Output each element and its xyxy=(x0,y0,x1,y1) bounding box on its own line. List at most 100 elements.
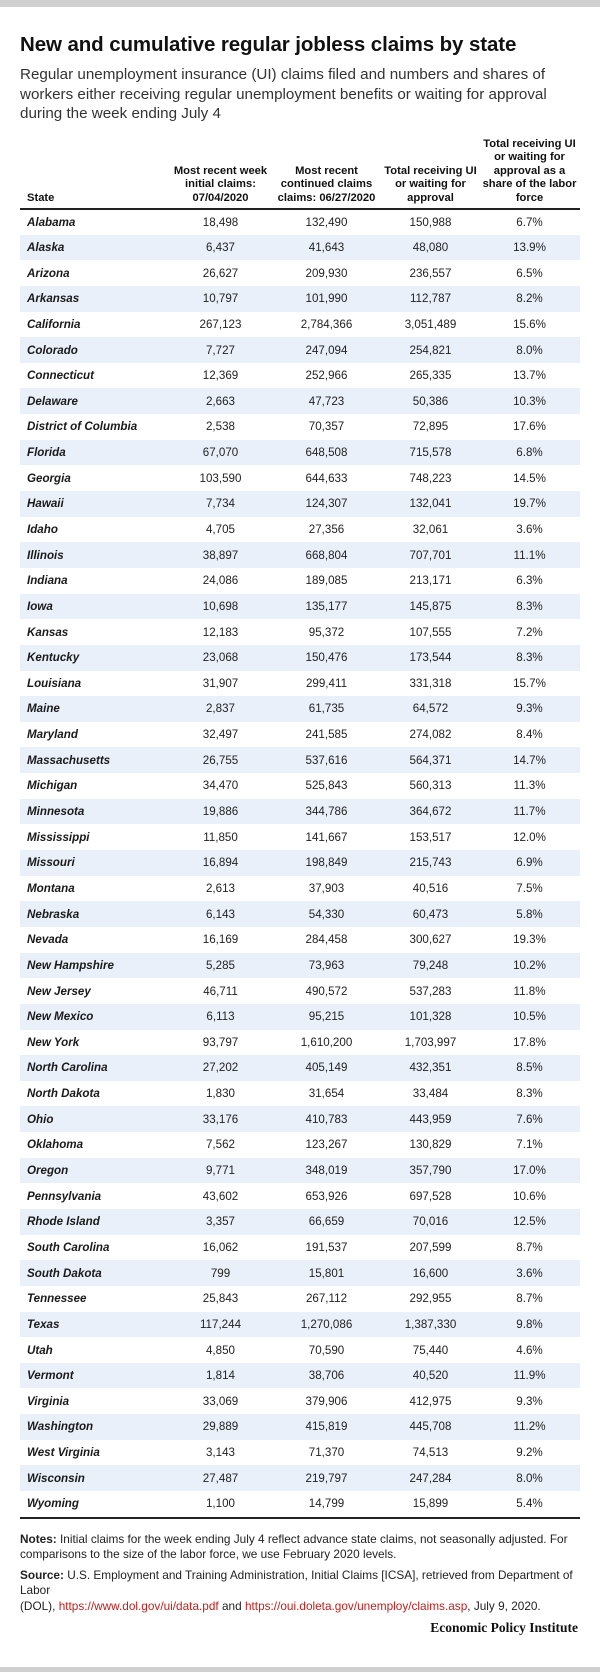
value-cell: 415,819 xyxy=(305,1420,348,1434)
value-cell: 33,484 xyxy=(412,1087,449,1101)
state-name-cell: Oregon xyxy=(27,1164,69,1178)
value-cell: 4,850 xyxy=(205,1343,235,1357)
value-cell: 101,328 xyxy=(409,1010,452,1024)
state-name-cell: Arizona xyxy=(27,266,70,280)
value-cell: 38,897 xyxy=(202,548,239,562)
value-cell: 1,814 xyxy=(205,1369,235,1383)
value-cell: 19,886 xyxy=(202,805,239,819)
table-row: Michigan 34,470 525,843 560,313 11.3% xyxy=(20,773,580,799)
value-cell: 95,372 xyxy=(308,625,345,639)
value-cell: 12.0% xyxy=(513,830,546,844)
table-row: District of Columbia 2,538 70,357 72,895 17.… xyxy=(20,414,580,440)
column-header: Total receiving UI or waiting for approv… xyxy=(482,137,577,204)
value-cell: 40,520 xyxy=(412,1369,449,1383)
value-cell: 379,906 xyxy=(305,1394,348,1408)
value-cell: 4,705 xyxy=(205,523,235,536)
value-cell: 32,061 xyxy=(412,523,449,536)
value-cell: 27,202 xyxy=(202,1061,239,1075)
table-row: Wyoming 1,100 14,799 15,899 5.4% xyxy=(20,1491,580,1517)
value-cell: 8.5% xyxy=(516,1061,543,1075)
value-cell: 1,830 xyxy=(205,1087,235,1101)
table-row: Arizona 26,627 209,930 236,557 6.5% xyxy=(20,260,580,286)
value-cell: 34,470 xyxy=(202,779,239,793)
value-cell: 13.7% xyxy=(513,369,546,383)
table-row: Alaska 6,437 41,643 48,080 13.9% xyxy=(20,234,580,261)
value-cell: 3,143 xyxy=(205,1446,235,1460)
state-name-cell: Washington xyxy=(27,1420,94,1434)
table-row: New Jersey 46,711 490,572 537,283 11.8% xyxy=(20,978,580,1004)
value-cell: 70,016 xyxy=(412,1215,449,1229)
table-row: Tennessee 25,843 267,112 292,955 8.7% xyxy=(20,1285,580,1312)
state-name-cell: South Carolina xyxy=(27,1240,110,1254)
state-name-cell: Idaho xyxy=(27,523,58,536)
value-cell: 11.7% xyxy=(513,805,546,819)
source-link-dol[interactable]: https://www.dol.gov/ui/data.pdf xyxy=(58,1598,219,1613)
column-header: Total receiving UI or waiting for approv… xyxy=(384,164,477,204)
value-cell: 274,082 xyxy=(409,728,452,742)
table-row: Indiana 24,086 189,085 213,171 6.3% xyxy=(20,567,580,594)
table-row: New Mexico 6,113 95,215 101,328 10.5% xyxy=(20,1003,580,1030)
bottom-bar xyxy=(0,1667,600,1672)
table-row: Nevada 16,169 284,458 300,627 19.3% xyxy=(20,926,580,953)
value-cell: 236,557 xyxy=(409,266,452,280)
value-cell: 490,572 xyxy=(305,984,348,998)
value-cell: 267,123 xyxy=(199,317,242,331)
value-cell: 50,386 xyxy=(412,394,449,408)
value-cell: 11,850 xyxy=(203,830,238,844)
value-cell: 6,143 xyxy=(205,907,235,921)
source-text: U.S. Employment and Training Administrat… xyxy=(20,1567,573,1598)
table-row: West Virginia 3,143 71,370 74,513 9.2% xyxy=(20,1439,580,1466)
state-name-cell: Mississippi xyxy=(27,830,90,844)
value-cell: 1,100 xyxy=(205,1497,235,1511)
table-row: Ohio 33,176 410,783 443,959 7.6% xyxy=(20,1106,580,1133)
value-cell: 15.7% xyxy=(513,676,546,690)
table-row: Arkansas 10,797 101,990 112,787 8.2% xyxy=(20,285,580,312)
state-name-cell: Kansas xyxy=(27,625,69,639)
value-cell: 432,351 xyxy=(409,1061,452,1075)
value-cell: 107,555 xyxy=(409,625,452,639)
value-cell: 11.8% xyxy=(513,984,546,998)
state-name-cell: Connecticut xyxy=(27,369,94,383)
value-cell: 9.3% xyxy=(516,702,543,716)
state-name-cell: Michigan xyxy=(27,779,78,793)
value-cell: 24,086 xyxy=(202,574,239,588)
table-row: Kentucky 23,068 150,476 173,544 8.3% xyxy=(20,644,580,671)
value-cell: 67,070 xyxy=(202,446,239,460)
chart-subtitle: Regular unemployment insurance (UI) clai… xyxy=(20,66,547,122)
value-cell: 254,821 xyxy=(409,343,452,357)
value-cell: 525,843 xyxy=(305,779,348,793)
value-cell: 132,041 xyxy=(409,497,452,511)
value-cell: 3.6% xyxy=(516,1266,543,1280)
value-cell: 8.7% xyxy=(516,1292,543,1306)
source-link-doleta[interactable]: https://oui.doleta.gov/unemploy/claims.a… xyxy=(244,1598,468,1613)
value-cell: 537,616 xyxy=(305,753,348,767)
state-name-cell: Nebraska xyxy=(27,907,80,921)
value-cell: 3.6% xyxy=(516,523,543,536)
value-cell: 130,829 xyxy=(409,1138,452,1152)
value-cell: 11.2% xyxy=(513,1420,546,1434)
value-cell: 123,267 xyxy=(305,1138,348,1152)
state-name-cell: North Dakota xyxy=(27,1087,100,1101)
value-cell: 445,708 xyxy=(409,1420,452,1434)
table-row: Alabama 18,498 132,490 150,988 6.7% xyxy=(20,209,580,235)
value-cell: 405,149 xyxy=(305,1061,348,1075)
value-cell: 668,804 xyxy=(305,548,348,562)
table-row: Connecticut 12,369 252,966 265,335 13.7% xyxy=(20,362,580,389)
value-cell: 11.9% xyxy=(513,1369,546,1383)
value-cell: 644,633 xyxy=(305,471,348,485)
value-cell: 11.1% xyxy=(513,548,546,562)
state-name-cell: Utah xyxy=(27,1343,53,1357)
value-cell: 9.2% xyxy=(516,1446,543,1460)
value-cell: 189,085 xyxy=(305,574,348,588)
value-cell: 2,837 xyxy=(205,702,235,716)
value-cell: 364,672 xyxy=(409,805,452,819)
value-cell: 6.7% xyxy=(516,215,543,229)
value-cell: 560,313 xyxy=(409,779,452,793)
value-cell: 124,307 xyxy=(305,497,348,511)
value-cell: 299,411 xyxy=(305,676,348,690)
value-cell: 103,590 xyxy=(199,471,242,485)
state-name-cell: District of Columbia xyxy=(27,420,138,434)
value-cell: 1,703,997 xyxy=(404,1035,457,1049)
source-label: Source: xyxy=(20,1567,64,1582)
value-cell: 15.6% xyxy=(513,317,546,331)
